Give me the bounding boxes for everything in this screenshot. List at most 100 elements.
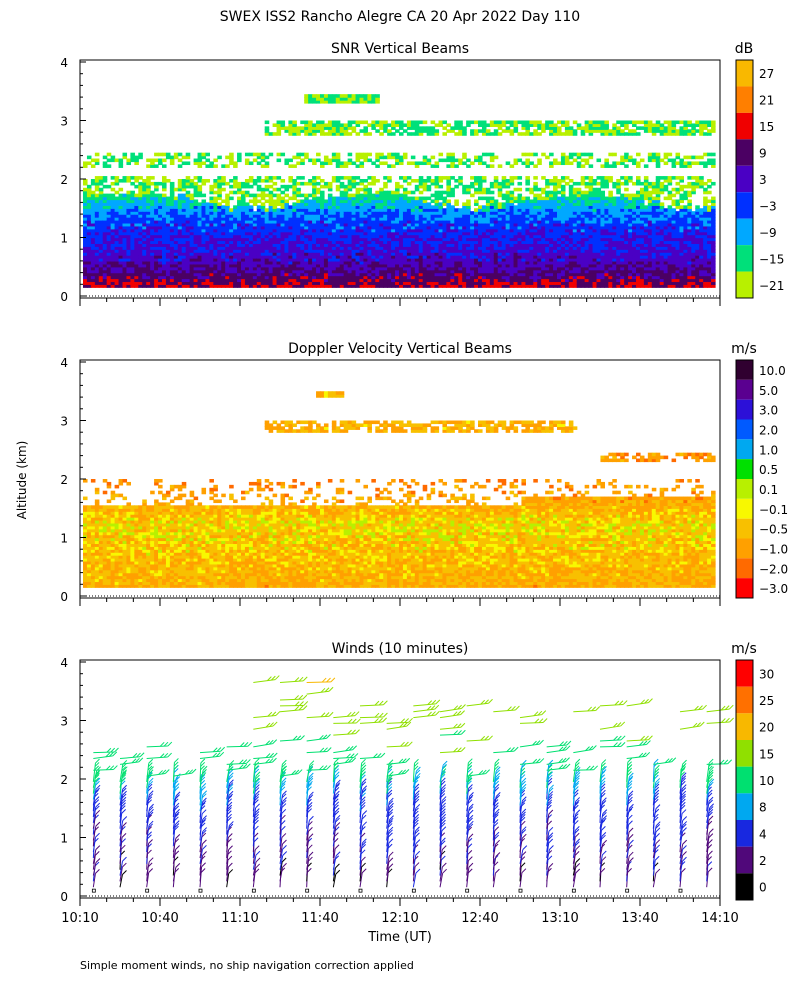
snr-cell bbox=[201, 199, 207, 204]
snr-cell bbox=[572, 181, 578, 186]
snr-cell bbox=[505, 257, 511, 262]
snr-cell bbox=[181, 260, 187, 265]
snr-cell bbox=[213, 214, 218, 218]
snr-cell bbox=[438, 284, 444, 288]
snr-cell bbox=[422, 278, 428, 283]
snr-cell bbox=[106, 278, 112, 283]
snr-cell bbox=[158, 199, 163, 204]
snr-cell bbox=[339, 263, 345, 268]
snr-cell bbox=[177, 225, 183, 230]
snr-cell bbox=[181, 269, 187, 274]
snr-cell bbox=[316, 217, 321, 221]
snr-cell bbox=[410, 234, 416, 239]
snr-cell bbox=[351, 269, 357, 274]
snr-cell bbox=[312, 100, 317, 104]
snr-cell bbox=[288, 217, 293, 221]
snr-cell bbox=[288, 211, 293, 215]
snr-cell bbox=[134, 214, 139, 218]
snr-cell bbox=[335, 255, 341, 259]
snr-cell bbox=[304, 237, 309, 242]
snr-cell bbox=[331, 123, 337, 127]
snr-cell bbox=[177, 234, 183, 239]
snr-cell bbox=[272, 225, 278, 230]
snr-cell bbox=[458, 158, 463, 163]
snr-cell bbox=[209, 255, 214, 259]
snr-cell bbox=[260, 158, 266, 163]
snr-cell bbox=[517, 222, 523, 227]
snr-cell bbox=[497, 249, 503, 253]
snr-cell bbox=[304, 196, 309, 201]
snr-cell bbox=[442, 225, 447, 230]
snr-cell bbox=[130, 205, 135, 209]
snr-cell bbox=[193, 225, 199, 230]
snr-cell bbox=[466, 208, 471, 212]
snr-cell bbox=[450, 225, 455, 230]
snr-field bbox=[83, 94, 716, 288]
snr-cell bbox=[478, 155, 483, 160]
snr-cell bbox=[454, 228, 459, 233]
snr-cell bbox=[331, 129, 337, 133]
snr-cell bbox=[284, 184, 289, 189]
snr-cell bbox=[438, 257, 444, 262]
snr-cell bbox=[150, 252, 155, 256]
snr-cell bbox=[430, 217, 436, 221]
snr-cell bbox=[165, 255, 171, 259]
snr-cell bbox=[150, 260, 155, 265]
snr-cell bbox=[292, 234, 297, 239]
snr-cell bbox=[312, 240, 317, 244]
snr-cell bbox=[102, 257, 108, 262]
snr-cell bbox=[312, 281, 317, 285]
snr-cell bbox=[521, 263, 526, 268]
snr-cell bbox=[83, 269, 88, 274]
snr-cell bbox=[110, 208, 116, 212]
snr-cell bbox=[399, 284, 404, 288]
snr-cell bbox=[470, 272, 475, 277]
snr-cell bbox=[339, 243, 345, 247]
snr-cell bbox=[241, 237, 246, 242]
snr-cell bbox=[173, 243, 179, 247]
snr-cell bbox=[102, 211, 108, 215]
snr-cell bbox=[272, 252, 278, 256]
snr-cell bbox=[197, 211, 203, 215]
snr-cell bbox=[110, 187, 116, 192]
snr-cell bbox=[438, 208, 444, 212]
snr-cell bbox=[351, 219, 357, 224]
snr-cell bbox=[430, 278, 436, 283]
snr-cell bbox=[244, 263, 250, 268]
snr-cell bbox=[521, 120, 526, 125]
snr-cell bbox=[323, 249, 329, 253]
snr-cell bbox=[371, 161, 376, 166]
snr-cell bbox=[173, 278, 179, 283]
snr-cell bbox=[485, 257, 491, 262]
snr-cell bbox=[450, 231, 455, 236]
snr-cell bbox=[177, 205, 183, 209]
snr-cell bbox=[296, 275, 301, 280]
snr-cell bbox=[304, 155, 309, 160]
snr-cell bbox=[331, 231, 337, 236]
snr-cell bbox=[248, 228, 254, 233]
snr-cell bbox=[379, 231, 384, 236]
snr-cell bbox=[130, 257, 135, 262]
snr-cell bbox=[130, 237, 135, 242]
snr-cell bbox=[173, 266, 179, 271]
snr-cell bbox=[284, 246, 289, 250]
snr-cell bbox=[280, 228, 286, 233]
snr-cell bbox=[391, 243, 396, 247]
snr-cell bbox=[351, 202, 357, 206]
snr-cell bbox=[410, 237, 416, 242]
snr-cell bbox=[335, 217, 341, 221]
snr-cell bbox=[438, 263, 444, 268]
snr-cell bbox=[130, 214, 135, 218]
snr-cell bbox=[229, 214, 234, 218]
snr-cell bbox=[331, 272, 337, 277]
snr-cell bbox=[292, 205, 297, 209]
snr-cell bbox=[205, 243, 210, 247]
snr-cell bbox=[367, 202, 372, 206]
snr-cell bbox=[233, 269, 238, 274]
snr-cell bbox=[260, 202, 266, 206]
snr-cell bbox=[158, 196, 163, 201]
snr-cell bbox=[371, 222, 376, 227]
snr-cell bbox=[256, 211, 262, 215]
snr-cell bbox=[335, 252, 341, 256]
snr-cell bbox=[399, 196, 404, 201]
